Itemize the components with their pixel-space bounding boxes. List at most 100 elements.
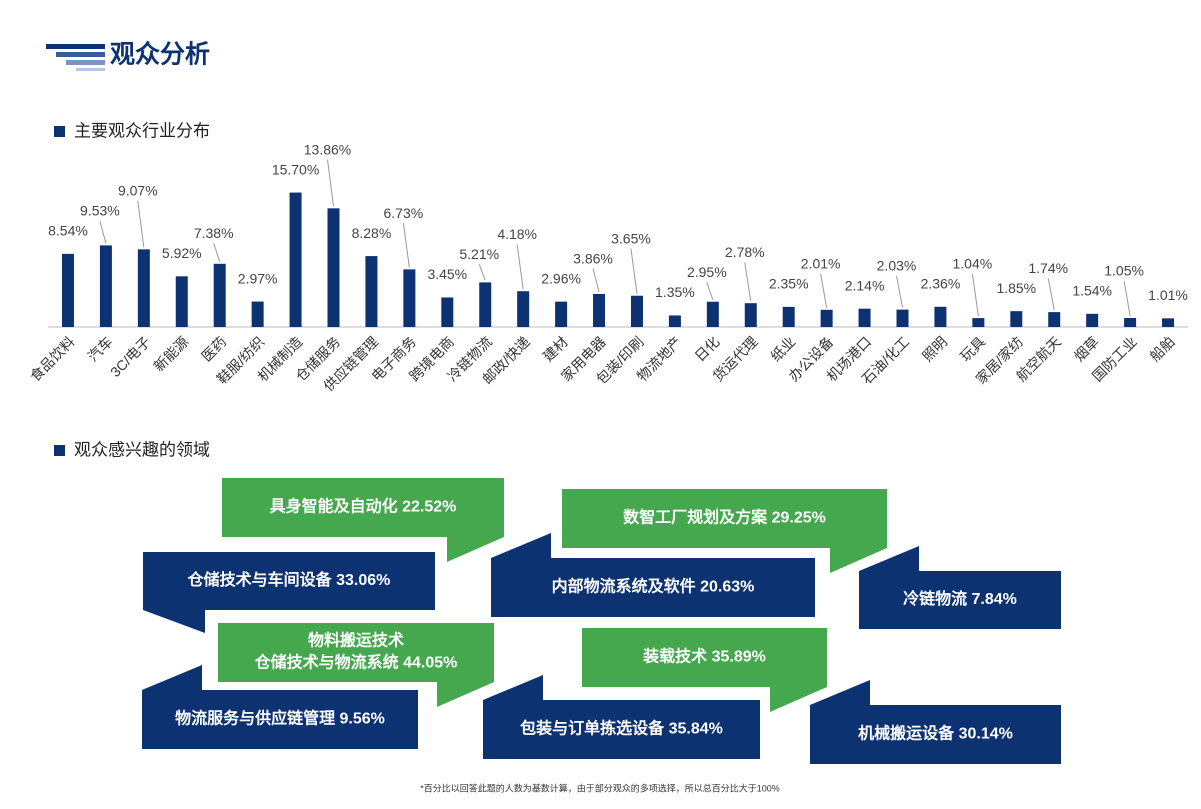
- leader-line: [516, 244, 524, 290]
- header-icon: [46, 44, 105, 71]
- bar: [1162, 318, 1175, 327]
- bar: [213, 263, 226, 327]
- bar: [175, 276, 188, 327]
- callout: 冷链物流 7.84%: [859, 546, 1061, 629]
- value-label: 1.01%: [1148, 287, 1188, 303]
- value-label: 2.97%: [238, 270, 278, 286]
- leader-line: [706, 282, 714, 300]
- x-tick-label: 食品饮料: [27, 333, 78, 384]
- bar: [706, 301, 719, 327]
- callout-text: 装载技术 35.89%: [642, 647, 766, 666]
- x-tick-label: 3C/电子: [107, 333, 154, 380]
- callout: 具身智能及自动化 22.52%: [222, 478, 504, 562]
- value-label: 1.85%: [996, 280, 1036, 296]
- callout-box: [483, 675, 760, 759]
- callout: 包装与订单拣选设备 35.84%: [483, 675, 760, 759]
- leader-line: [630, 248, 638, 294]
- value-label: 9.07%: [118, 183, 158, 199]
- callout: 内部物流系统及软件 20.63%: [491, 533, 815, 617]
- callout: 仓储技术与车间设备 33.06%: [143, 552, 435, 633]
- bar: [744, 303, 757, 327]
- bar: [289, 192, 302, 327]
- bar: [137, 249, 150, 327]
- bar: [593, 293, 606, 327]
- leader-line: [478, 264, 486, 281]
- callout-text: 物料搬运技术: [308, 631, 404, 650]
- bar: [365, 256, 378, 327]
- bar: [61, 253, 74, 327]
- leader-line: [402, 223, 410, 268]
- callout-box: [562, 489, 887, 573]
- bar: [782, 306, 795, 327]
- value-label: 7.38%: [194, 225, 234, 241]
- value-label: 5.92%: [162, 245, 202, 261]
- value-label: 13.86%: [304, 141, 351, 157]
- leader-line: [213, 243, 221, 262]
- value-label: 4.18%: [497, 226, 537, 242]
- bar: [630, 295, 643, 327]
- bar: [1124, 318, 1137, 327]
- section-title: 主要观众行业分布: [74, 121, 210, 140]
- callout-box: [491, 533, 815, 617]
- bar: [858, 308, 871, 327]
- value-label: 8.28%: [352, 225, 392, 241]
- value-label: 2.95%: [687, 264, 727, 280]
- leader-line: [137, 200, 145, 248]
- callout: 物流服务与供应链管理 9.56%: [142, 665, 418, 749]
- x-tick-label: 新能源: [150, 333, 191, 374]
- value-label: 8.54%: [48, 223, 88, 239]
- callout-text: 冷链物流 7.84%: [903, 589, 1017, 608]
- bar: [668, 315, 681, 327]
- leader-line: [592, 268, 600, 293]
- section-title: 观众感兴趣的领域: [74, 440, 210, 459]
- value-label: 1.05%: [1104, 263, 1144, 279]
- x-tick-label: 医药: [198, 333, 229, 364]
- page-title: 观众分析: [110, 41, 210, 69]
- value-label: 6.73%: [384, 205, 424, 221]
- leader-line: [99, 220, 107, 244]
- bar: [972, 318, 985, 327]
- value-label: 9.53%: [80, 203, 120, 219]
- bar: [934, 306, 947, 327]
- x-tick-label: 日化: [691, 333, 722, 364]
- callout-text: 物流服务与供应链管理 9.56%: [175, 709, 385, 728]
- bar: [1086, 313, 1099, 327]
- callout-box: [143, 552, 435, 633]
- bar: [1048, 312, 1061, 327]
- footnote: *百分比以回答此题的人数为基数计算，由于部分观众的多项选择，所以总百分比大于10…: [420, 782, 780, 793]
- bar: [896, 309, 909, 327]
- bar: [820, 309, 833, 327]
- callout-box: [810, 680, 1061, 764]
- value-label: 1.74%: [1028, 260, 1068, 276]
- leader-line: [1047, 278, 1055, 311]
- value-label: 3.86%: [573, 250, 613, 266]
- leader-line: [896, 275, 903, 308]
- callout-box: [218, 623, 494, 707]
- x-tick-label: 船舶: [1147, 333, 1178, 364]
- callout-box: [859, 546, 1061, 629]
- bar: [441, 297, 454, 327]
- callout-text: 数智工厂规划及方案 29.25%: [623, 508, 826, 527]
- callout-text: 内部物流系统及软件 20.63%: [552, 577, 755, 596]
- bar: [403, 269, 416, 327]
- callout-box: [222, 478, 504, 562]
- value-label: 1.54%: [1072, 283, 1112, 299]
- bar: [555, 301, 568, 327]
- value-label: 2.01%: [801, 256, 841, 272]
- bar: [251, 301, 264, 327]
- callout: 机械搬运设备 30.14%: [810, 680, 1061, 764]
- value-label: 2.78%: [725, 244, 765, 260]
- value-label: 2.36%: [921, 275, 961, 291]
- value-label: 2.14%: [845, 277, 885, 293]
- value-label: 3.65%: [611, 230, 651, 246]
- leader-line: [1123, 280, 1131, 317]
- callout: 装载技术 35.89%: [582, 628, 827, 712]
- x-tick-label: 照明: [919, 333, 950, 364]
- leader-line: [971, 273, 979, 317]
- callout-text: 具身智能及自动化 22.52%: [270, 497, 457, 516]
- x-tick-label: 纸业: [767, 333, 798, 364]
- bullet: [54, 126, 65, 137]
